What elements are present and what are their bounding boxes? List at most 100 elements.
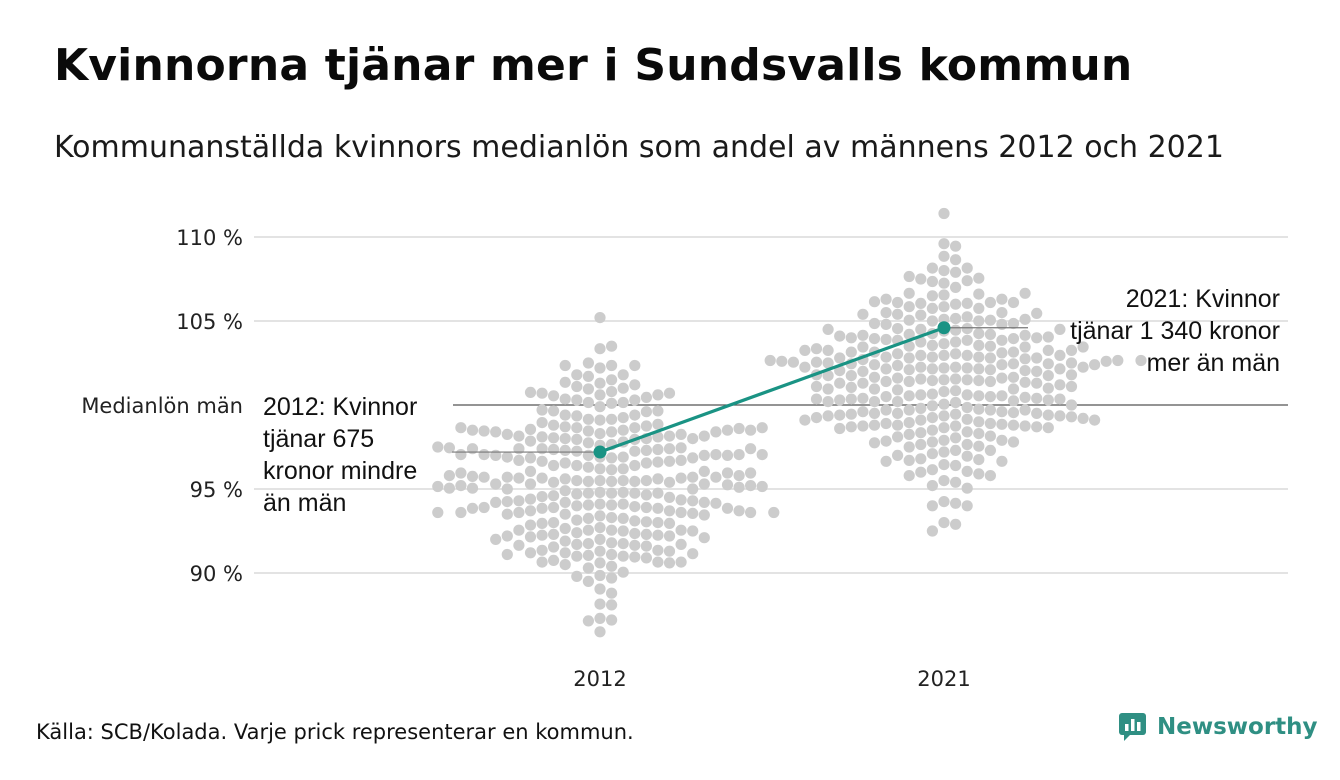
municipality-dot xyxy=(903,314,915,326)
municipality-dot xyxy=(938,250,950,262)
municipality-dot xyxy=(559,473,571,485)
municipality-dot xyxy=(903,328,915,340)
municipality-dot xyxy=(938,446,950,458)
municipality-dot xyxy=(432,480,444,493)
municipality-dot xyxy=(571,538,583,551)
municipality-dot xyxy=(594,569,606,582)
municipality-dot xyxy=(1031,407,1043,419)
municipality-dot xyxy=(663,387,676,399)
municipality-dot xyxy=(548,390,560,402)
municipality-dot xyxy=(996,307,1008,319)
municipality-dot xyxy=(606,499,618,511)
municipality-dot xyxy=(1019,353,1031,365)
municipality-dot xyxy=(915,389,927,401)
municipality-dot xyxy=(1007,407,1020,419)
municipality-dot xyxy=(536,417,548,429)
municipality-dot xyxy=(1031,421,1043,433)
municipality-dot xyxy=(652,529,664,541)
municipality-dot xyxy=(799,361,811,373)
municipality-dot xyxy=(938,434,950,446)
municipality-dot xyxy=(822,344,834,356)
municipality-dot xyxy=(687,483,699,495)
municipality-dot xyxy=(606,464,618,476)
municipality-dot xyxy=(606,487,618,499)
municipality-dot xyxy=(582,461,595,473)
municipality-dot xyxy=(582,538,595,550)
municipality-dot xyxy=(1065,357,1078,369)
municipality-dot xyxy=(880,307,892,319)
municipality-dot xyxy=(675,494,687,506)
municipality-dot xyxy=(733,481,745,493)
municipality-dot xyxy=(721,502,734,514)
municipality-dot xyxy=(582,562,595,574)
municipality-dot xyxy=(892,449,904,461)
municipality-dot xyxy=(926,351,939,363)
municipality-dot xyxy=(961,275,973,287)
municipality-dot xyxy=(629,422,641,434)
beeswarm-chart: 90 % 95 % 105 % 110 % Medianlön män 2012 202… xyxy=(81,207,1288,691)
municipality-dot xyxy=(973,454,985,466)
municipality-dot xyxy=(892,372,904,384)
municipality-dot xyxy=(606,386,618,398)
municipality-dot xyxy=(629,359,641,372)
municipality-dot xyxy=(996,455,1008,467)
municipality-dot xyxy=(845,346,857,358)
municipality-dot xyxy=(868,333,881,345)
municipality-dot xyxy=(950,459,962,472)
municipality-dot xyxy=(996,390,1008,402)
municipality-dot xyxy=(582,383,595,395)
brand-logo[interactable]: Newsworthy xyxy=(1118,712,1318,742)
municipality-dot xyxy=(640,489,653,501)
source-note: Källa: SCB/Kolada. Varje prick represent… xyxy=(36,720,634,744)
municipality-dot xyxy=(513,539,525,551)
municipality-dot xyxy=(1007,436,1020,448)
municipality-dot xyxy=(1019,420,1031,432)
municipality-dot xyxy=(594,428,606,440)
municipality-dot xyxy=(606,426,618,438)
municipality-dot xyxy=(1007,371,1020,383)
municipality-dot xyxy=(745,480,757,492)
municipality-dot xyxy=(594,401,606,413)
municipality-dot xyxy=(1007,317,1020,330)
municipality-dot xyxy=(501,428,513,440)
municipality-dot xyxy=(675,556,687,568)
municipality-dot xyxy=(687,548,699,560)
municipality-dot xyxy=(961,323,973,335)
municipality-dot xyxy=(571,394,583,406)
municipality-dot xyxy=(996,372,1008,384)
municipality-dot xyxy=(984,444,997,456)
municipality-dot xyxy=(513,472,525,484)
municipality-dot xyxy=(606,397,618,409)
municipality-dot xyxy=(961,374,973,386)
municipality-dot xyxy=(903,340,915,352)
municipality-dot xyxy=(710,497,722,509)
annotations: 2012: Kvinnor tjänar 675 kronor mindre än m… xyxy=(263,285,1280,517)
municipality-dot xyxy=(687,507,699,519)
municipality-dot xyxy=(640,552,653,564)
municipality-dot xyxy=(721,467,734,479)
municipality-dot xyxy=(455,506,467,519)
municipality-dot xyxy=(973,315,985,327)
municipality-dot xyxy=(629,515,641,527)
municipality-dot xyxy=(880,363,892,375)
municipality-dot xyxy=(629,527,641,540)
municipality-dot xyxy=(640,391,653,403)
municipality-dot xyxy=(984,404,997,416)
municipality-dot xyxy=(915,297,927,309)
municipality-dot xyxy=(536,517,548,530)
municipality-dot xyxy=(892,296,904,309)
municipality-dot xyxy=(652,473,664,485)
chart-subtitle: Kommunanställda kvinnors medianlön som a… xyxy=(54,130,1224,165)
municipality-dot xyxy=(892,407,904,419)
municipality-dot xyxy=(961,401,973,414)
municipality-dot xyxy=(617,369,629,381)
municipality-dot xyxy=(845,332,857,344)
municipality-dot xyxy=(822,357,834,369)
municipality-dot xyxy=(880,455,892,467)
municipality-dot xyxy=(950,396,962,409)
municipality-dot xyxy=(973,416,985,428)
municipality-dot xyxy=(938,277,950,289)
municipality-dot xyxy=(950,518,962,530)
municipality-dot xyxy=(652,418,664,430)
municipality-dot xyxy=(1019,329,1031,341)
